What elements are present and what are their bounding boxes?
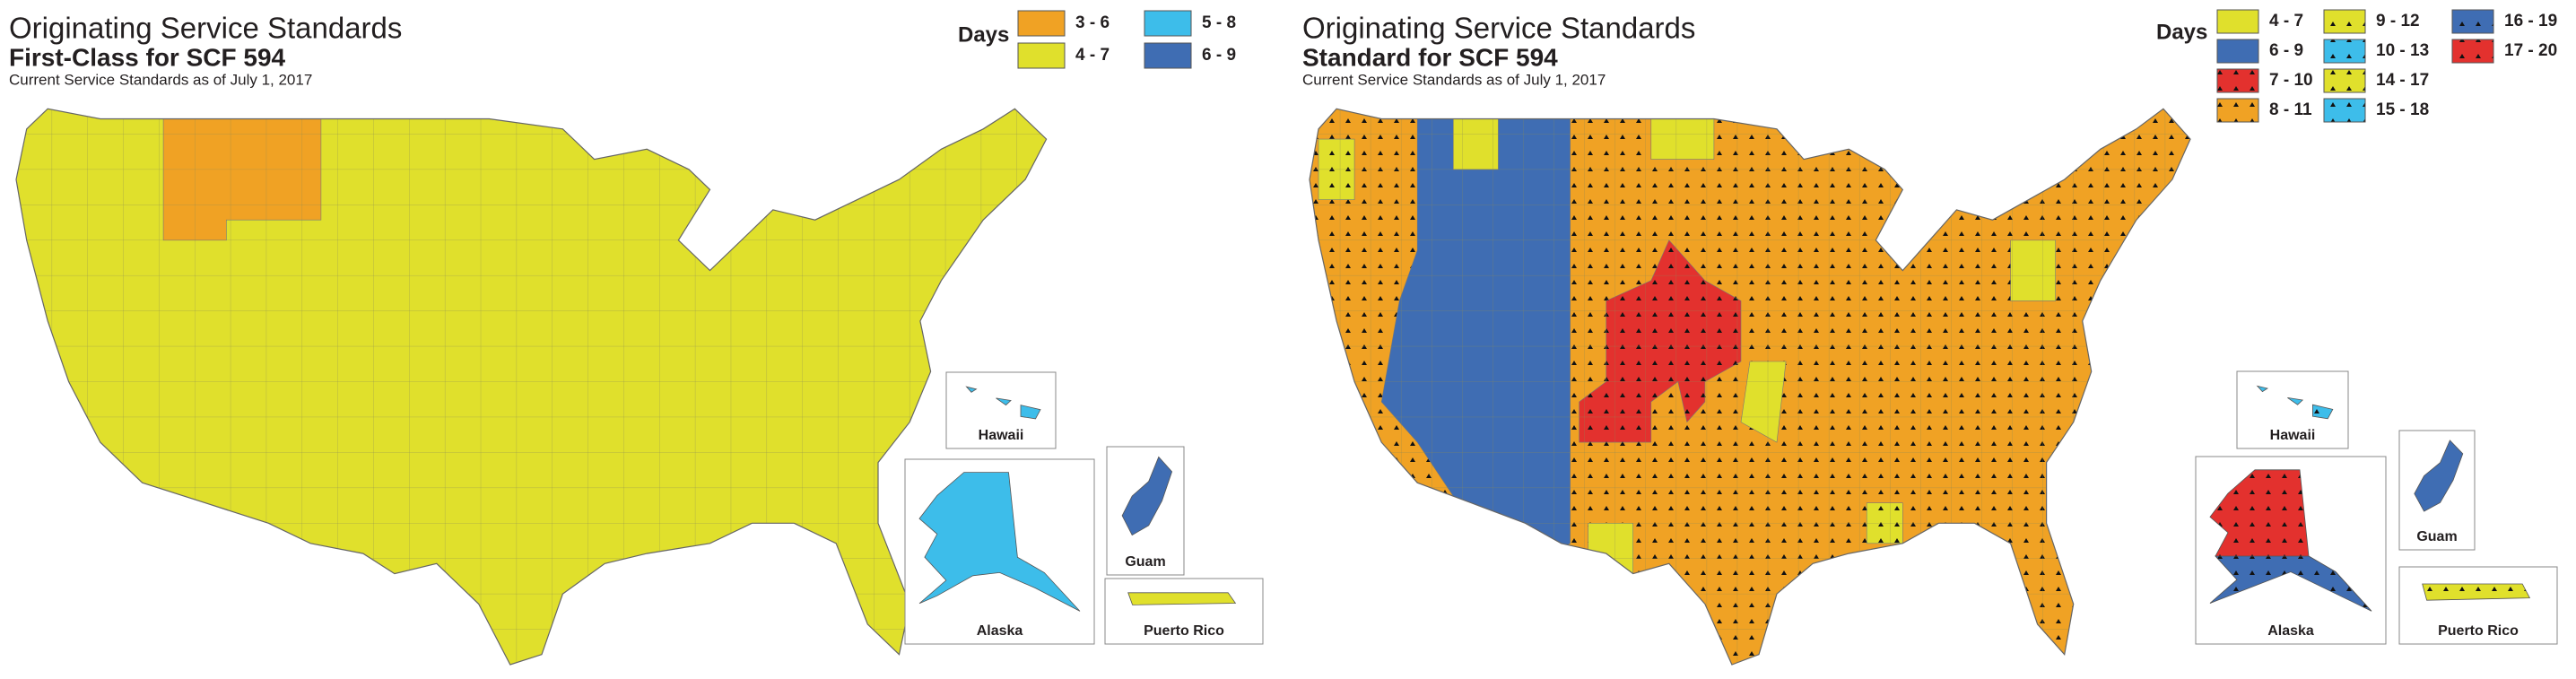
legend-label: 3 - 6 xyxy=(1075,13,1110,32)
map-title: Originating Service Standards xyxy=(9,12,402,45)
legend-swatch xyxy=(2216,39,2259,64)
inset-region xyxy=(2422,583,2531,601)
region xyxy=(1579,239,1742,443)
legend-swatch xyxy=(2323,9,2366,34)
inset-region xyxy=(1121,456,1173,536)
legend-swatch xyxy=(1017,42,1066,69)
legend-label: 6 - 9 xyxy=(1202,46,1236,65)
inset-region xyxy=(2311,404,2334,420)
map-note: Current Service Standards as of July 1, … xyxy=(9,71,312,88)
legend-label: 6 - 9 xyxy=(2269,41,2303,60)
legend-label: 9 - 12 xyxy=(2376,12,2420,30)
legend-label: 17 - 20 xyxy=(2504,41,2557,60)
inset-frame xyxy=(2398,566,2558,645)
map-subtitle: First-Class for SCF 594 xyxy=(9,43,286,71)
legend-label: 16 - 19 xyxy=(2504,12,2557,30)
map-subtitle: Standard for SCF 594 xyxy=(1302,43,1558,71)
outline xyxy=(15,108,1048,666)
inset-label: Puerto Rico xyxy=(2438,623,2519,639)
legend-label: 14 - 17 xyxy=(2376,71,2429,90)
legend-title: Days xyxy=(2156,20,2207,44)
service-map: Originating Service StandardsFirst-Class… xyxy=(9,10,1264,666)
inset-label: Hawaii xyxy=(2270,428,2316,443)
inset-label: Guam xyxy=(1125,554,1165,570)
inset-region xyxy=(996,397,1012,406)
legend-swatch xyxy=(2216,68,2259,93)
legend-swatch xyxy=(2451,9,2494,34)
inset-region xyxy=(2287,397,2304,405)
inset-label: Guam xyxy=(2416,529,2457,544)
inset-region xyxy=(1127,592,1237,605)
legend-label: 10 - 13 xyxy=(2376,41,2429,60)
legend-label: 8 - 11 xyxy=(2269,100,2312,119)
map-title: Originating Service Standards xyxy=(1302,12,1695,45)
legend-swatch xyxy=(2323,39,2366,64)
legend-label: 15 - 18 xyxy=(2376,100,2429,119)
inset-label: Alaska xyxy=(2267,623,2314,639)
inset-label: Puerto Rico xyxy=(1144,623,1224,639)
legend-swatch xyxy=(2451,39,2494,64)
region xyxy=(2010,239,2056,301)
legend-swatch xyxy=(1017,10,1066,37)
inset-region xyxy=(965,386,978,393)
region xyxy=(1588,522,1633,585)
inset-frame xyxy=(1104,578,1264,645)
inset-region xyxy=(2256,385,2269,393)
legend-label: 5 - 8 xyxy=(1202,13,1236,32)
outline xyxy=(1309,108,2191,666)
map-note: Current Service Standards as of July 1, … xyxy=(1302,71,1606,88)
inset-region xyxy=(918,472,1081,612)
legend-label: 7 - 10 xyxy=(2269,71,2313,90)
inset-region xyxy=(2209,555,2372,612)
inset-region xyxy=(1020,405,1041,420)
legend-swatch xyxy=(2216,9,2259,34)
inset-region xyxy=(2414,440,2464,512)
legend-swatch xyxy=(2216,98,2259,123)
inset-label: Hawaii xyxy=(979,428,1024,443)
legend-swatch xyxy=(1144,42,1192,69)
legend-swatch xyxy=(2323,68,2366,93)
legend-label: 4 - 7 xyxy=(1075,46,1110,65)
legend-swatch xyxy=(1144,10,1192,37)
legend-title: Days xyxy=(958,22,1009,47)
legend-swatch xyxy=(2323,98,2366,123)
legend-label: 4 - 7 xyxy=(2269,12,2303,30)
inset-label: Alaska xyxy=(977,623,1023,639)
